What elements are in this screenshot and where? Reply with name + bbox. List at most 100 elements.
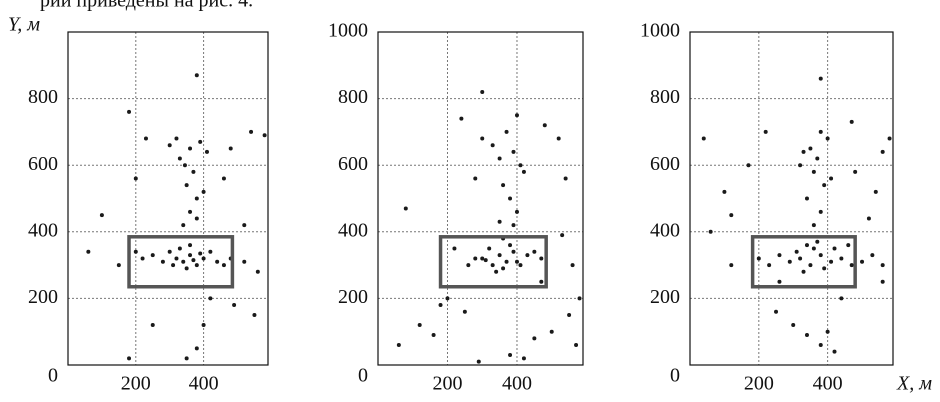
point <box>511 223 516 228</box>
point <box>722 189 727 194</box>
y-tick-label: 400 <box>338 219 368 241</box>
point <box>549 329 554 334</box>
point <box>208 249 213 254</box>
point <box>182 163 187 168</box>
point <box>431 333 436 338</box>
point <box>539 256 544 261</box>
point <box>403 206 408 211</box>
point <box>473 176 478 181</box>
y-tick-label: 600 <box>338 153 368 175</box>
point <box>822 266 827 271</box>
point <box>232 303 237 308</box>
point <box>763 129 768 134</box>
point <box>514 113 519 118</box>
point <box>815 239 820 244</box>
point <box>473 256 478 261</box>
point <box>215 259 220 264</box>
point <box>480 256 485 261</box>
point <box>887 136 892 141</box>
region-box <box>750 235 857 289</box>
point <box>177 246 182 251</box>
point <box>167 249 172 254</box>
point <box>521 356 526 361</box>
point <box>532 249 537 254</box>
point <box>143 136 148 141</box>
point <box>832 349 837 354</box>
point <box>194 216 199 221</box>
point <box>846 243 851 248</box>
plot-frame <box>377 31 584 366</box>
point <box>221 176 226 181</box>
point <box>701 136 706 141</box>
point <box>494 269 499 274</box>
point <box>184 356 189 361</box>
point <box>480 89 485 94</box>
point <box>490 263 495 268</box>
point <box>829 259 834 264</box>
point <box>880 263 885 268</box>
point <box>194 263 199 268</box>
point <box>483 258 488 263</box>
point <box>508 353 513 358</box>
y-tick-label: 1000 <box>328 20 368 42</box>
point <box>804 196 809 201</box>
point <box>804 243 809 248</box>
region-box <box>127 235 235 289</box>
point <box>511 249 516 254</box>
point <box>497 253 502 258</box>
point <box>208 296 213 301</box>
point <box>133 249 138 254</box>
point <box>242 223 247 228</box>
point <box>194 73 199 78</box>
point <box>476 359 481 364</box>
point <box>504 259 509 264</box>
point <box>839 256 844 261</box>
point <box>396 343 401 348</box>
point <box>791 323 796 328</box>
point <box>777 253 782 258</box>
point <box>452 246 457 251</box>
point <box>127 356 132 361</box>
point <box>480 136 485 141</box>
point <box>542 123 547 128</box>
point <box>811 169 816 174</box>
y-tick-label: 600 <box>650 153 680 175</box>
point <box>198 251 203 256</box>
point <box>459 116 464 121</box>
y-tick-label: 400 <box>28 219 58 241</box>
point <box>798 256 803 261</box>
point <box>518 263 523 268</box>
point <box>255 269 260 274</box>
point <box>767 263 772 268</box>
point <box>818 76 823 81</box>
y-axis-label: Y, м <box>8 14 40 36</box>
point <box>504 129 509 134</box>
point <box>539 279 544 284</box>
point <box>116 263 121 268</box>
point <box>818 253 823 258</box>
point <box>746 163 751 168</box>
point <box>497 156 502 161</box>
point <box>184 183 189 188</box>
point <box>194 196 199 201</box>
point <box>849 263 854 268</box>
point <box>563 176 568 181</box>
x-tick-label: 400 <box>813 373 843 395</box>
point <box>870 253 875 258</box>
point <box>150 323 155 328</box>
point <box>811 246 816 251</box>
point <box>177 156 182 161</box>
point <box>570 263 575 268</box>
point <box>787 259 792 264</box>
point <box>188 243 193 248</box>
point <box>808 146 813 151</box>
point <box>804 333 809 338</box>
y-tick-label: 0 <box>670 365 680 387</box>
point <box>252 313 257 318</box>
point <box>181 223 186 228</box>
point <box>849 119 854 124</box>
point <box>201 256 206 261</box>
point <box>801 149 806 154</box>
x-tick-label: 200 <box>121 373 151 395</box>
